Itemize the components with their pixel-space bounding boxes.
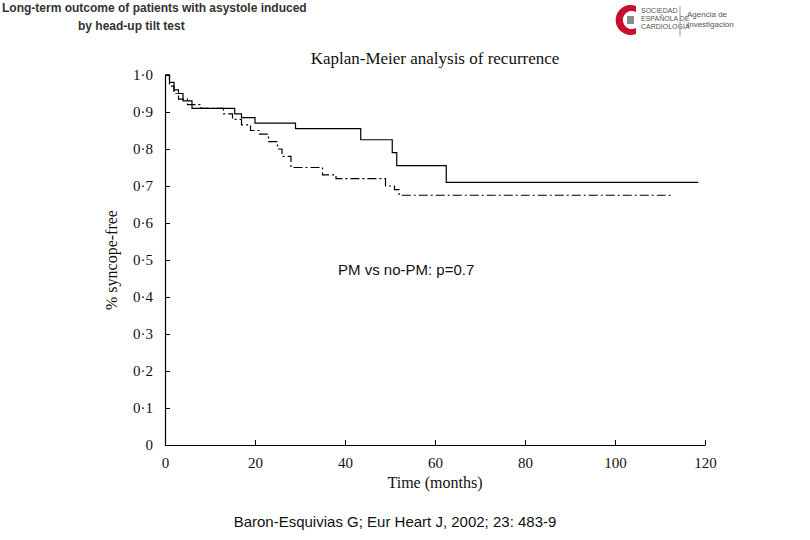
- agency-text: Investigación: [687, 20, 734, 29]
- x-tick: 20: [248, 440, 263, 471]
- y-tick-mark: [165, 297, 170, 298]
- y-tick: 0·1: [133, 400, 170, 416]
- survival-curve: [165, 75, 698, 182]
- y-tick: 1·0: [133, 67, 170, 83]
- y-tick: 0·8: [133, 141, 170, 157]
- x-tick-mark: [255, 440, 256, 445]
- logo-text: CARDIOLOGÍA: [641, 22, 690, 30]
- logo-text: ESPAÑOLA DE: [641, 14, 690, 22]
- y-tick-label: 0·7: [133, 178, 153, 194]
- x-tick-mark: [615, 440, 616, 445]
- y-tick: 0·3: [133, 326, 170, 342]
- y-tick-label: 0·1: [133, 400, 153, 416]
- y-tick-mark: [165, 186, 170, 187]
- y-tick-label: 0: [146, 437, 154, 453]
- y-tick-mark: [165, 445, 170, 446]
- x-tick-label: 120: [694, 455, 717, 471]
- y-tick-mark: [165, 260, 170, 261]
- x-tick-label: 0: [162, 455, 170, 471]
- x-tick-label: 80: [518, 455, 533, 471]
- y-tick-label: 0·4: [133, 289, 153, 305]
- x-tick-label: 20: [248, 455, 263, 471]
- x-axis-line: [166, 445, 706, 446]
- x-axis-label: Time (months): [388, 474, 483, 492]
- x-axis: 0 20 40 60 80 100 120: [162, 440, 717, 471]
- y-tick: 0·5: [133, 252, 170, 268]
- agency-text: Agencia de: [687, 10, 728, 19]
- logo-icon: [627, 16, 634, 24]
- plot-area: [165, 75, 698, 195]
- y-tick: 0·6: [133, 215, 170, 231]
- logo: SOCIEDADESPAÑOLA DECARDIOLOGÍA Agencia de…: [616, 5, 734, 36]
- logo-text: SOCIEDAD: [641, 7, 678, 14]
- x-tick: 100: [604, 440, 627, 471]
- y-tick-label: 0·9: [133, 104, 153, 120]
- x-tick-label: 60: [428, 455, 443, 471]
- y-tick-mark: [165, 408, 170, 409]
- y-tick-label: 0·6: [133, 215, 153, 231]
- y-tick: 0·9: [133, 104, 170, 120]
- x-tick-mark: [345, 440, 346, 445]
- source: Baron-Esquivias G; Eur Heart J, 2002; 23…: [234, 513, 557, 530]
- chart: Long-term outcome of patients with asyst…: [0, 0, 810, 540]
- x-tick: 40: [338, 440, 353, 471]
- y-tick: 0·7: [133, 178, 170, 194]
- x-tick: 60: [428, 440, 443, 471]
- x-tick-label: 100: [604, 455, 627, 471]
- y-tick: 0: [146, 437, 171, 453]
- x-tick-label: 40: [338, 455, 353, 471]
- y-tick-label: 0·5: [133, 252, 153, 268]
- y-axis-label: % syncope-free: [103, 210, 121, 310]
- x-tick-mark: [705, 440, 706, 445]
- y-tick: 0·2: [133, 363, 170, 379]
- y-tick-mark: [165, 149, 170, 150]
- y-axis: 0 0·1 0·2 0·3 0·4 0·5 0·6 0·7 0·8 0·9 1·0: [133, 67, 170, 453]
- y-tick-mark: [165, 334, 170, 335]
- annotation: PM vs no-PM: p=0.7: [338, 261, 474, 278]
- x-tick: 120: [694, 440, 717, 471]
- header-line: by head-up tilt test: [78, 19, 185, 33]
- logo-icon: [616, 5, 636, 35]
- x-tick-mark: [435, 440, 436, 445]
- y-tick-label: 0·2: [133, 363, 153, 379]
- y-tick-mark: [165, 112, 170, 113]
- y-tick-label: 0·8: [133, 141, 153, 157]
- header-line: Long-term outcome of patients with asyst…: [2, 1, 307, 15]
- survival-curve: [165, 75, 674, 195]
- y-tick-mark: [165, 223, 170, 224]
- logo-divider: [680, 6, 681, 36]
- y-tick-label: 1·0: [133, 67, 153, 83]
- y-tick-label: 0·3: [133, 326, 153, 342]
- y-tick-mark: [165, 371, 170, 372]
- y-tick: 0·4: [133, 289, 170, 305]
- x-tick-mark: [525, 440, 526, 445]
- chart-title: Kaplan-Meier analysis of recurrence: [311, 49, 560, 68]
- x-tick: 80: [518, 440, 533, 471]
